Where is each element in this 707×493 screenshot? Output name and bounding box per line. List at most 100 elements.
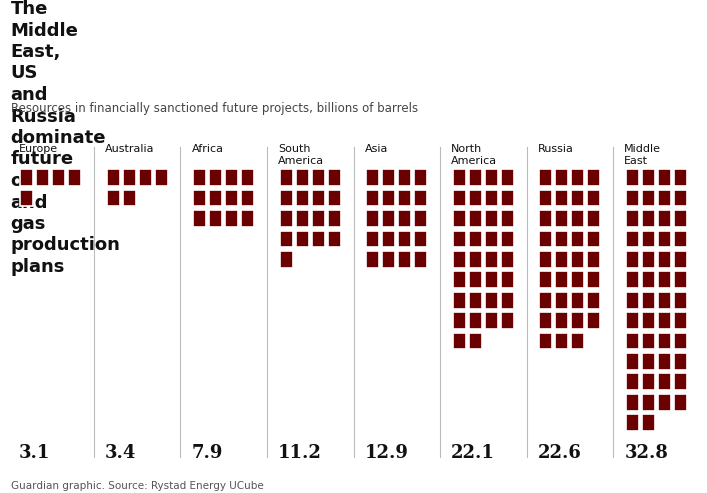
Bar (312, 210, 325, 227)
Bar (674, 231, 687, 247)
Text: Resources in financially sanctioned future projects, billions of barrels: Resources in financially sanctioned futu… (11, 103, 418, 115)
Bar (571, 292, 585, 309)
Bar (209, 190, 222, 207)
Bar (674, 373, 687, 390)
Bar (452, 271, 466, 288)
Bar (36, 169, 49, 186)
Text: 3.1: 3.1 (18, 444, 50, 462)
Bar (328, 169, 341, 186)
Bar (658, 190, 671, 207)
Bar (382, 190, 395, 207)
Bar (312, 231, 325, 247)
Bar (626, 251, 639, 268)
Text: Asia: Asia (365, 144, 388, 154)
Bar (571, 333, 585, 350)
Bar (539, 271, 552, 288)
Bar (571, 312, 585, 329)
Bar (626, 292, 639, 309)
Bar (571, 251, 585, 268)
Bar (469, 169, 482, 186)
Bar (501, 312, 514, 329)
Text: The Middle East, US and Russia dominate future oil and gas
production plans: The Middle East, US and Russia dominate … (11, 0, 120, 276)
Text: 22.6: 22.6 (538, 444, 582, 462)
Bar (539, 210, 552, 227)
Bar (658, 353, 671, 370)
Bar (485, 190, 498, 207)
Bar (280, 169, 293, 186)
Bar (674, 210, 687, 227)
Text: 12.9: 12.9 (365, 444, 409, 462)
Bar (674, 169, 687, 186)
Bar (452, 292, 466, 309)
Bar (501, 292, 514, 309)
Bar (539, 251, 552, 268)
Bar (366, 251, 379, 268)
Bar (452, 169, 466, 186)
Bar (674, 333, 687, 350)
Text: 32.8: 32.8 (624, 444, 668, 462)
Bar (155, 169, 168, 186)
Bar (588, 210, 600, 227)
Bar (626, 394, 639, 411)
Bar (382, 231, 395, 247)
Bar (296, 210, 309, 227)
Bar (452, 231, 466, 247)
Bar (642, 231, 655, 247)
Bar (382, 251, 395, 268)
Bar (366, 169, 379, 186)
Bar (139, 169, 152, 186)
Bar (501, 271, 514, 288)
Bar (469, 312, 482, 329)
Bar (469, 190, 482, 207)
Bar (469, 292, 482, 309)
Bar (642, 394, 655, 411)
Bar (485, 231, 498, 247)
Bar (241, 210, 255, 227)
Bar (398, 231, 411, 247)
Bar (312, 190, 325, 207)
Bar (658, 251, 671, 268)
Bar (674, 312, 687, 329)
Bar (626, 271, 639, 288)
Bar (674, 251, 687, 268)
Bar (414, 210, 427, 227)
Bar (296, 169, 309, 186)
Text: 11.2: 11.2 (278, 444, 322, 462)
Bar (555, 210, 568, 227)
Bar (382, 210, 395, 227)
Bar (414, 231, 427, 247)
Bar (555, 190, 568, 207)
Bar (674, 394, 687, 411)
Bar (209, 210, 222, 227)
Text: South
America: South America (278, 144, 325, 166)
Text: Guardian graphic. Source: Rystad Energy UCube: Guardian graphic. Source: Rystad Energy … (11, 481, 263, 491)
Bar (501, 190, 514, 207)
Bar (588, 231, 600, 247)
Bar (588, 312, 600, 329)
Bar (225, 169, 238, 186)
Bar (193, 210, 206, 227)
Bar (642, 169, 655, 186)
Bar (241, 169, 255, 186)
Bar (626, 333, 639, 350)
Bar (626, 210, 639, 227)
Text: Russia: Russia (538, 144, 573, 154)
Bar (571, 231, 585, 247)
Bar (20, 190, 33, 207)
Bar (539, 231, 552, 247)
Bar (642, 353, 655, 370)
Bar (485, 210, 498, 227)
Bar (414, 251, 427, 268)
Bar (642, 271, 655, 288)
Bar (452, 333, 466, 350)
Text: Australia: Australia (105, 144, 155, 154)
Bar (642, 251, 655, 268)
Bar (571, 271, 585, 288)
Bar (107, 169, 119, 186)
Bar (398, 190, 411, 207)
Bar (52, 169, 65, 186)
Bar (555, 169, 568, 186)
Bar (626, 231, 639, 247)
Bar (225, 210, 238, 227)
Bar (398, 251, 411, 268)
